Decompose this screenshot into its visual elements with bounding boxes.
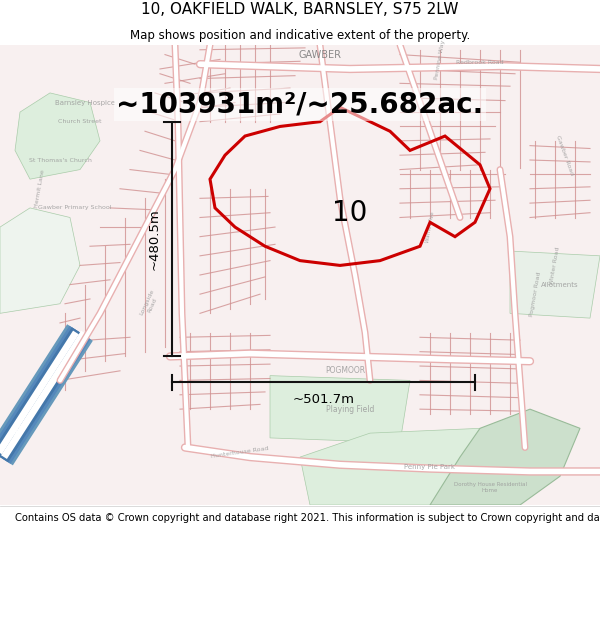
Text: Gawber Primary School: Gawber Primary School — [38, 206, 112, 211]
Text: GAWBER: GAWBER — [299, 49, 341, 59]
Text: POGMOOR: POGMOOR — [325, 366, 365, 376]
Text: Longside
Road: Longside Road — [139, 289, 161, 319]
Text: M1: M1 — [10, 420, 26, 437]
Polygon shape — [0, 208, 80, 313]
Text: Dorothy House Residential
Home: Dorothy House Residential Home — [454, 482, 527, 493]
Text: Church Street: Church Street — [58, 119, 102, 124]
Text: Pennine Way: Pennine Way — [434, 39, 446, 79]
Polygon shape — [300, 428, 510, 505]
Polygon shape — [510, 251, 600, 318]
Text: ~501.7m: ~501.7m — [293, 393, 355, 406]
Text: ~480.5m: ~480.5m — [148, 208, 161, 270]
Text: Warner Ave: Warner Ave — [425, 211, 435, 243]
Text: Map shows position and indicative extent of the property.: Map shows position and indicative extent… — [130, 29, 470, 42]
Text: ~103931m²/~25.682ac.: ~103931m²/~25.682ac. — [116, 91, 484, 118]
Polygon shape — [430, 409, 580, 505]
Text: St Thomas's Church: St Thomas's Church — [29, 158, 91, 162]
Text: Penny Pie Park: Penny Pie Park — [404, 464, 455, 469]
Text: Hunterhouse Road: Hunterhouse Road — [211, 446, 269, 459]
Text: Redbrook Road: Redbrook Road — [456, 60, 504, 65]
Text: Playing Field: Playing Field — [326, 404, 374, 414]
Text: 10: 10 — [332, 199, 368, 227]
Text: Allotments: Allotments — [541, 282, 579, 288]
Text: Hermit Lane: Hermit Lane — [34, 169, 46, 208]
Text: Barnsley Hospice: Barnsley Hospice — [55, 99, 115, 106]
Text: Gawber Road: Gawber Road — [556, 134, 575, 176]
Text: Contains OS data © Crown copyright and database right 2021. This information is : Contains OS data © Crown copyright and d… — [15, 513, 600, 523]
Polygon shape — [270, 376, 410, 442]
Text: 10, OAKFIELD WALK, BARNSLEY, S75 2LW: 10, OAKFIELD WALK, BARNSLEY, S75 2LW — [141, 2, 459, 18]
Text: Pogmoor Road: Pogmoor Road — [529, 271, 541, 317]
Text: Winter Road: Winter Road — [549, 246, 561, 285]
Polygon shape — [15, 93, 100, 179]
